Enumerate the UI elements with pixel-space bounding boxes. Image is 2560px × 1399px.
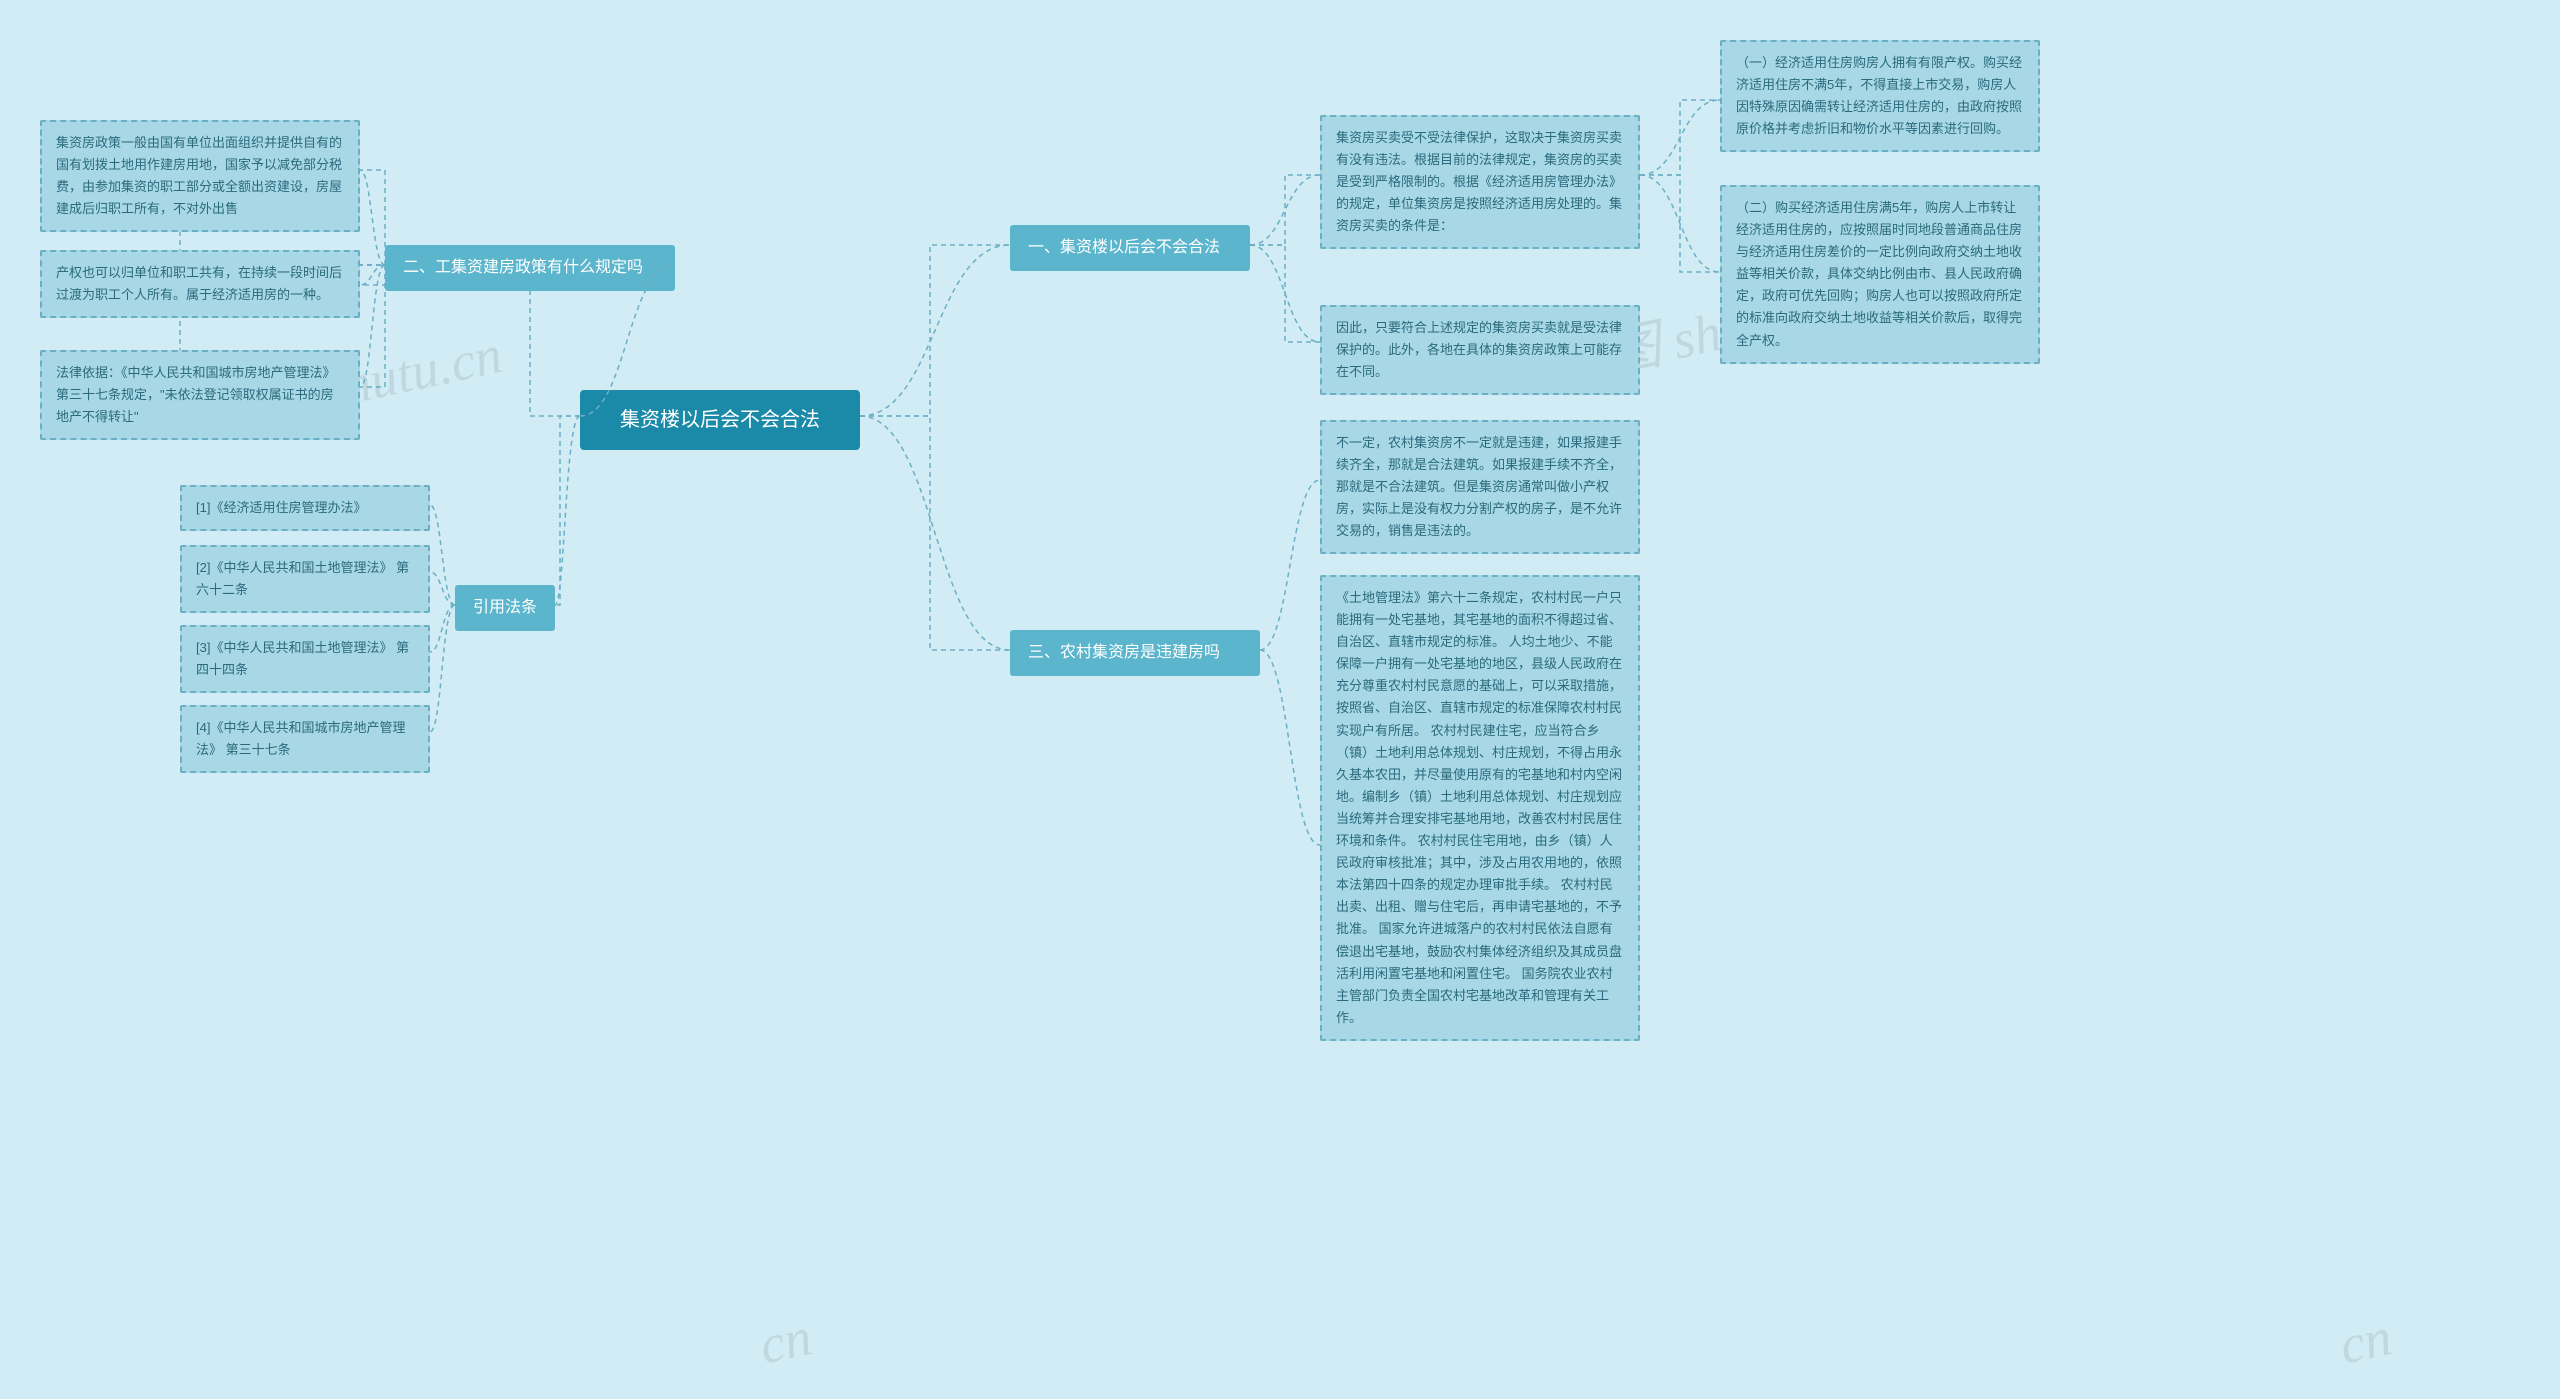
branch-node-2[interactable]: 二、工集资建房政策有什么规定吗 bbox=[385, 245, 675, 291]
leaf-node[interactable]: 集资房买卖受不受法律保护，这取决于集资房买卖有没有违法。根据目前的法律规定，集资… bbox=[1320, 115, 1640, 249]
branch-node-3[interactable]: 三、农村集资房是违建房吗 bbox=[1010, 630, 1260, 676]
leaf-node[interactable]: 因此，只要符合上述规定的集资房买卖就是受法律保护的。此外，各地在具体的集资房政策… bbox=[1320, 305, 1640, 395]
branch-node-4[interactable]: 引用法条 bbox=[455, 585, 555, 631]
center-node[interactable]: 集资楼以后会不会合法 bbox=[580, 390, 860, 450]
connector-layer-2 bbox=[0, 0, 2560, 1399]
leaf-node[interactable]: [4]《中华人民共和国城市房地产管理法》 第三十七条 bbox=[180, 705, 430, 773]
leaf-node[interactable]: 产权也可以归单位和职工共有，在持续一段时间后过渡为职工个人所有。属于经济适用房的… bbox=[40, 250, 360, 318]
connector-layer bbox=[0, 0, 2560, 1399]
leaf-node[interactable]: 集资房政策一般由国有单位出面组织并提供自有的国有划拨土地用作建房用地，国家予以减… bbox=[40, 120, 360, 232]
connectors-final bbox=[0, 0, 2560, 1399]
leaf-node[interactable]: （二）购买经济适用住房满5年，购房人上市转让经济适用住房的，应按照届时同地段普通… bbox=[1720, 185, 2040, 364]
watermark: cn bbox=[2334, 1305, 2397, 1376]
leaf-node[interactable]: [2]《中华人民共和国土地管理法》 第六十二条 bbox=[180, 545, 430, 613]
leaf-node[interactable]: [3]《中华人民共和国土地管理法》 第四十四条 bbox=[180, 625, 430, 693]
leaf-node[interactable]: 《土地管理法》第六十二条规定，农村村民一户只能拥有一处宅基地，其宅基地的面积不得… bbox=[1320, 575, 1640, 1041]
leaf-node[interactable]: （一）经济适用住房购房人拥有有限产权。购买经济适用住房不满5年，不得直接上市交易… bbox=[1720, 40, 2040, 152]
leaf-node[interactable]: [1]《经济适用住房管理办法》 bbox=[180, 485, 430, 531]
watermark: cn bbox=[754, 1305, 817, 1376]
branch-node-1[interactable]: 一、集资楼以后会不会合法 bbox=[1010, 225, 1250, 271]
leaf-node[interactable]: 不一定，农村集资房不一定就是违建，如果报建手续齐全，那就是合法建筑。如果报建手续… bbox=[1320, 420, 1640, 554]
leaf-node[interactable]: 法律依据：《中华人民共和国城市房地产管理法》第三十七条规定，"未依法登记领取权属… bbox=[40, 350, 360, 440]
